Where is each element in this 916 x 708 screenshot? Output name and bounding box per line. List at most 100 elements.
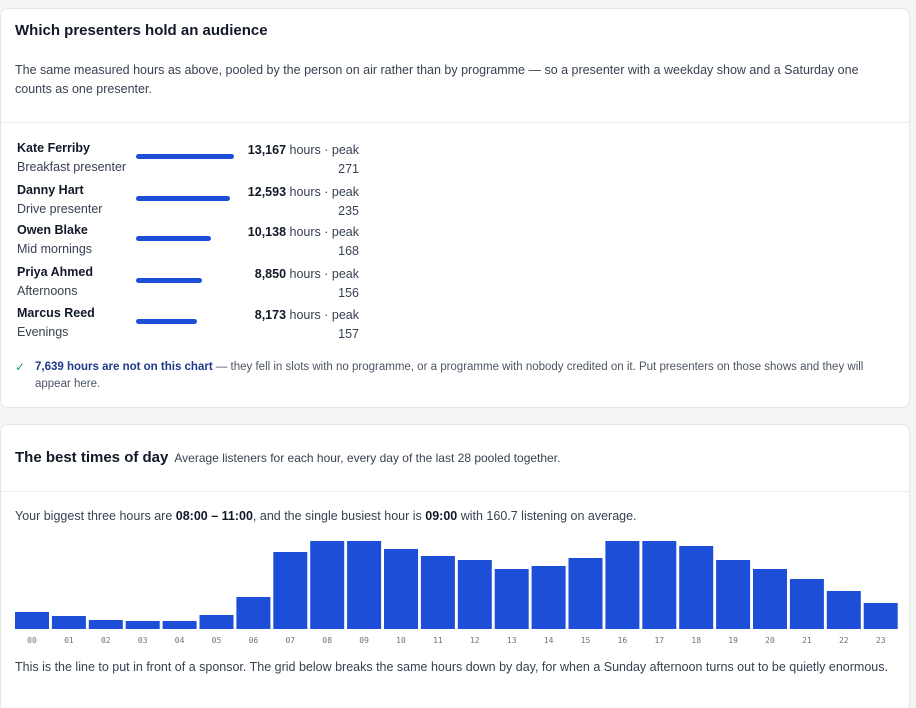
presenter-hours-bar	[136, 319, 197, 324]
hour-tick-label: 07	[285, 636, 295, 645]
hour-bar-06	[236, 597, 271, 629]
presenter-hours-label: hours · peak	[289, 308, 359, 322]
hour-bar-04	[162, 621, 197, 629]
presenters-card: Which presenters hold an audience The sa…	[0, 8, 910, 408]
presenter-stat: 12,593 hours · peak 235	[229, 183, 359, 221]
note-rest: — they fell in slots with no programme, …	[35, 361, 864, 390]
hour-bar-16	[605, 541, 640, 629]
summary-text: Your biggest three hours are	[15, 509, 176, 523]
hour-bar-23	[863, 603, 898, 629]
divider	[1, 122, 909, 123]
hour-tick-label: 13	[507, 636, 517, 645]
presenter-hours-bar	[136, 236, 211, 241]
hour-bar-20	[753, 569, 787, 629]
presenter-hours-label: hours · peak	[289, 267, 359, 281]
summary-hour: 09:00	[425, 509, 458, 523]
summary-text: with 160.7 listening on average.	[457, 509, 637, 523]
presenter-peak: 156	[338, 286, 359, 300]
presenter-role: Mid mornings	[17, 242, 93, 256]
times-card: The best times of day Average listeners f…	[0, 424, 910, 708]
times-subtitle: Average listeners for each hour, every d…	[174, 451, 561, 465]
presenter-name: Marcus Reed	[17, 306, 95, 320]
presenter-stat: 13,167 hours · peak 271	[229, 141, 359, 179]
hour-tick-label: 21	[802, 636, 812, 645]
presenter-role: Evenings	[17, 325, 69, 339]
presenter-name: Kate Ferriby	[17, 141, 90, 155]
hour-bar-10	[384, 549, 418, 629]
presenter-stat: 10,138 hours · peak 168	[229, 223, 359, 261]
presenter-name: Danny Hart	[17, 183, 84, 197]
hour-bar-11	[420, 556, 455, 629]
hour-tick-label: 16	[618, 636, 628, 645]
hour-bar-02	[88, 620, 123, 629]
hour-bar-08	[310, 541, 345, 629]
hour-bar-07	[273, 552, 308, 629]
hour-tick-label: 00	[27, 636, 37, 645]
hour-bar-21	[789, 579, 824, 629]
hour-bar-13	[494, 569, 529, 629]
presenter-peak: 271	[338, 162, 359, 176]
presenter-row: Priya Ahmed Afternoons 8,850 hours · peak 1…	[17, 265, 367, 305]
presenter-hours-bar	[136, 278, 202, 283]
sponsor-text: This is the line to put in front of a sp…	[15, 660, 888, 674]
hour-bar-18	[679, 546, 714, 629]
summary-text: , and the single busiest hour is	[252, 509, 426, 523]
presenter-name: Owen Blake	[17, 223, 88, 237]
summary-window: 08:00 – 11:00	[175, 509, 253, 523]
presenter-role: Drive presenter	[17, 202, 103, 216]
presenter-hours: 10,138	[247, 225, 287, 239]
hour-tick-label: 14	[544, 636, 554, 645]
hour-tick-label: 22	[839, 636, 849, 645]
presenter-hours-bar	[136, 196, 230, 201]
check-icon: ✓	[15, 360, 26, 374]
presenter-row: Kate Ferriby Breakfast presenter 13,167 ho…	[17, 141, 367, 181]
presenter-hours: 8,173	[254, 308, 287, 322]
hour-tick-label: 17	[654, 636, 664, 645]
presenter-hours-label: hours · peak	[289, 143, 359, 157]
presenter-hours: 13,167	[247, 143, 287, 157]
hour-tick-label: 06	[249, 636, 259, 645]
presenter-name: Priya Ahmed	[17, 265, 93, 279]
presenter-stat: 8,173 hours · peak 157	[229, 306, 359, 344]
presenters-intro: The same measured hours as above, pooled…	[15, 63, 859, 96]
divider	[1, 491, 909, 492]
hour-tick-label: 01	[64, 636, 74, 645]
hour-tick-label: 08	[322, 636, 332, 645]
hour-bar-12	[457, 560, 492, 629]
hour-bar-03	[125, 621, 160, 629]
hour-tick-label: 20	[765, 636, 775, 645]
hour-bar-19	[716, 560, 751, 629]
presenter-role: Breakfast presenter	[17, 160, 127, 174]
hour-bar-05	[199, 615, 234, 629]
presenter-row: Marcus Reed Evenings 8,173 hours · peak 157	[17, 306, 367, 346]
hour-tick-label: 11	[433, 636, 443, 645]
hour-tick-label: 04	[175, 636, 185, 645]
times-title: The best times of day	[15, 449, 169, 466]
hour-tick-label: 10	[396, 636, 406, 645]
hour-bar-15	[568, 558, 603, 629]
hour-tick-label: 09	[359, 636, 369, 645]
hour-bar-01	[51, 616, 86, 629]
presenter-peak: 235	[338, 204, 359, 218]
presenter-hours-label: hours · peak	[289, 185, 359, 199]
hour-bar-00	[15, 612, 49, 629]
presenter-peak: 168	[338, 244, 359, 258]
hour-tick-label: 03	[138, 636, 148, 645]
note-strong: 7,639 hours are not on this chart	[35, 361, 213, 373]
hour-tick-label: 23	[876, 636, 886, 645]
presenters-title: Which presenters hold an audience	[15, 22, 268, 39]
hour-bar-22	[826, 591, 861, 629]
hour-tick-label: 19	[728, 636, 738, 645]
presenter-role: Afternoons	[17, 284, 78, 298]
unassigned-hours-note: ✓ 7,639 hours are not on this chart — th…	[15, 359, 895, 393]
presenter-peak: 157	[338, 327, 359, 341]
presenter-row: Owen Blake Mid mornings 10,138 hours · pea…	[17, 223, 367, 263]
hour-tick-label: 12	[470, 636, 480, 645]
presenter-hours-bar	[136, 154, 234, 159]
times-header: The best times of day Average listeners f…	[15, 449, 560, 467]
hour-bar-14	[531, 566, 566, 629]
hourly-listeners-chart: 00 01 02 03 04 05 06 07 08 09 10 11 12 13 14 15 16 17 18 19…	[15, 541, 898, 645]
hour-tick-label: 18	[691, 636, 701, 645]
presenter-hours-label: hours · peak	[289, 225, 359, 239]
peak-summary: Your biggest three hours are 08:00 – 11:…	[15, 509, 637, 523]
